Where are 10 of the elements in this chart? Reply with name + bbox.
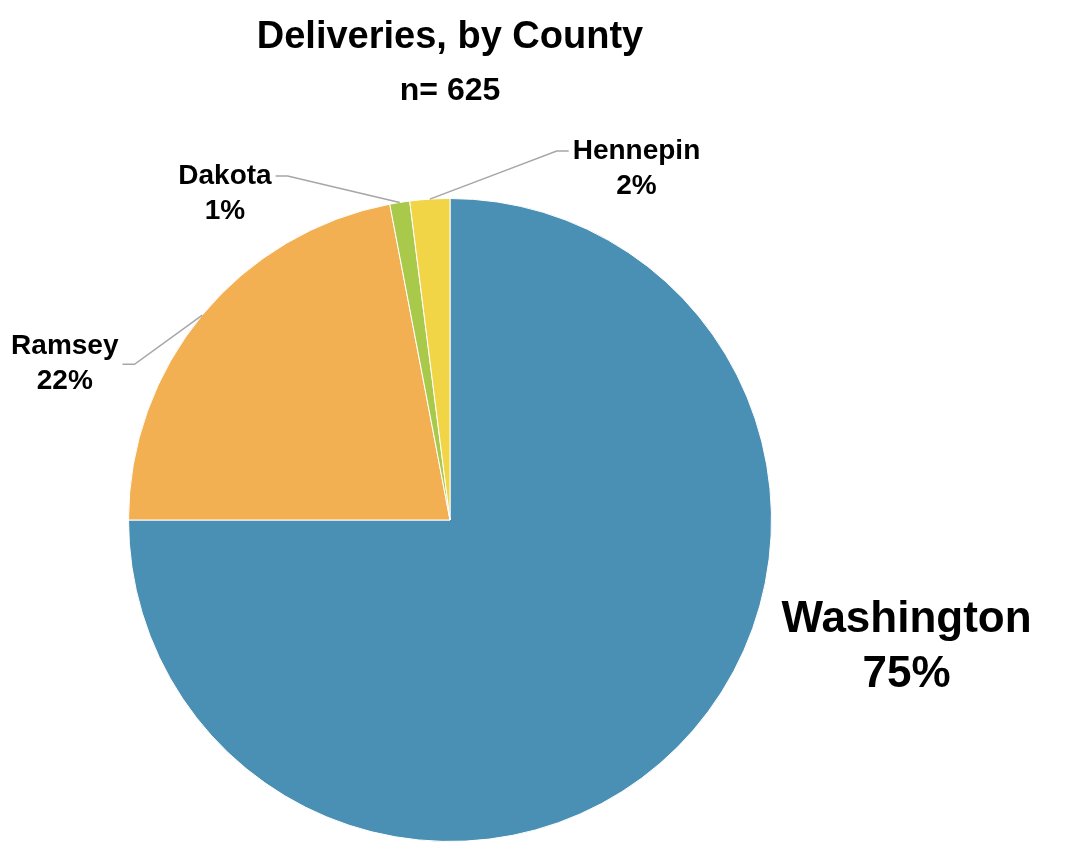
chart-title: Deliveries, by County <box>256 14 644 57</box>
slice-label: Hennepin <box>572 133 701 165</box>
chart-subtitle: n= 625 <box>399 70 501 107</box>
data-label: 22% <box>36 364 93 396</box>
data-label: 75% <box>862 646 951 696</box>
data-label: 2% <box>616 168 657 200</box>
slice-label: Ramsey <box>11 329 119 361</box>
slice-label: Dakota <box>178 158 273 190</box>
slice-label: Washington <box>781 591 1032 641</box>
data-label: 1% <box>204 193 246 225</box>
